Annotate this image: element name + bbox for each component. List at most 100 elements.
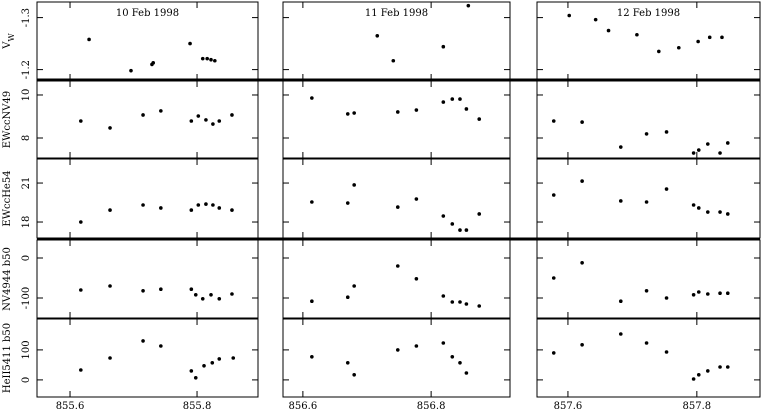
data-point [202,364,206,368]
data-point [217,297,222,301]
data-point [189,208,194,212]
data-point [644,289,649,293]
data-point [696,206,701,210]
data-point [151,61,156,65]
data-point [204,202,208,206]
data-point [691,377,696,381]
data-point [141,203,145,207]
y-axis-label-sub: W [7,33,16,42]
data-point [464,371,469,375]
column-title: 10 Feb 1998 [116,8,179,19]
data-point [664,350,669,354]
data-point [209,57,213,62]
data-point [200,56,205,61]
data-point [217,119,222,123]
data-point [217,357,222,361]
data-point [395,205,400,209]
panel-frame [282,80,511,159]
x-tick-label: 855.8 [183,401,212,411]
data-point [193,293,198,297]
data-point [159,206,163,210]
data-point [159,344,163,348]
data-point [141,339,145,343]
data-point [230,208,234,212]
panel-frame [36,239,259,319]
data-point [441,44,446,49]
data-point [450,300,455,304]
panel-frame [282,158,511,239]
data-point [375,34,380,38]
data-point [593,17,598,22]
y-axis-label-text: NV4944 b50 [2,247,13,311]
data-point [458,228,462,232]
y-axis-label: NV4944 b50 [2,247,13,311]
data-point [657,49,661,54]
data-point [551,119,556,123]
data-point [108,126,112,130]
data-point [551,193,556,197]
data-point [458,361,462,365]
data-point [200,297,205,301]
data-point [606,28,611,33]
data-point [352,373,356,377]
data-point [664,130,669,134]
data-point [725,141,730,145]
data-point [618,199,623,203]
data-point [477,212,482,216]
data-point [458,300,462,304]
data-point [696,373,701,377]
data-point [108,356,112,360]
data-point [551,351,556,355]
data-point [644,341,649,345]
data-point [450,97,455,101]
data-point [477,304,482,308]
x-tick-label: 856.8 [417,401,446,411]
data-point [108,208,112,212]
data-point [217,206,222,210]
x-tick-label: 857.8 [683,401,712,411]
data-point [450,355,455,359]
data-point [204,118,208,122]
panel-frame [36,80,259,159]
data-point [580,179,584,183]
data-point [718,151,722,155]
y-axis-label: EWccNV49 [2,91,13,148]
data-point [141,113,145,117]
data-point [696,39,700,44]
data-point [345,295,350,300]
data-point [159,109,163,113]
panel-frame [536,318,761,398]
data-point [705,142,710,146]
data-point [188,41,192,46]
data-point [725,291,730,296]
data-point [464,302,469,306]
data-point [441,341,446,345]
data-point [414,277,419,281]
data-point [395,264,400,268]
x-tick-label: 855.6 [56,401,85,411]
data-point [79,288,83,292]
data-point [477,117,482,121]
data-point [211,203,215,207]
y-axis-label: HeII5411 b50 [2,323,13,393]
data-point [352,183,356,187]
panel-frame [536,158,761,239]
y-tick-label: 18 [21,216,32,229]
data-point [718,291,722,296]
y-tick-label: 0 [21,255,32,261]
y-tick-label: 0 [21,377,32,383]
data-point [705,292,710,296]
panel-frame [536,80,761,159]
y-axis-label-text: EWccHe54 [2,170,13,226]
data-point [141,289,145,293]
y-tick-label: -100 [21,287,32,309]
x-tick-label: 856.6 [289,401,318,411]
data-point [310,355,314,359]
data-point [720,35,724,40]
data-point [691,203,696,207]
data-point [441,100,446,104]
data-point [205,56,209,61]
data-point [189,119,194,123]
data-point [196,114,201,118]
data-point [696,148,701,152]
